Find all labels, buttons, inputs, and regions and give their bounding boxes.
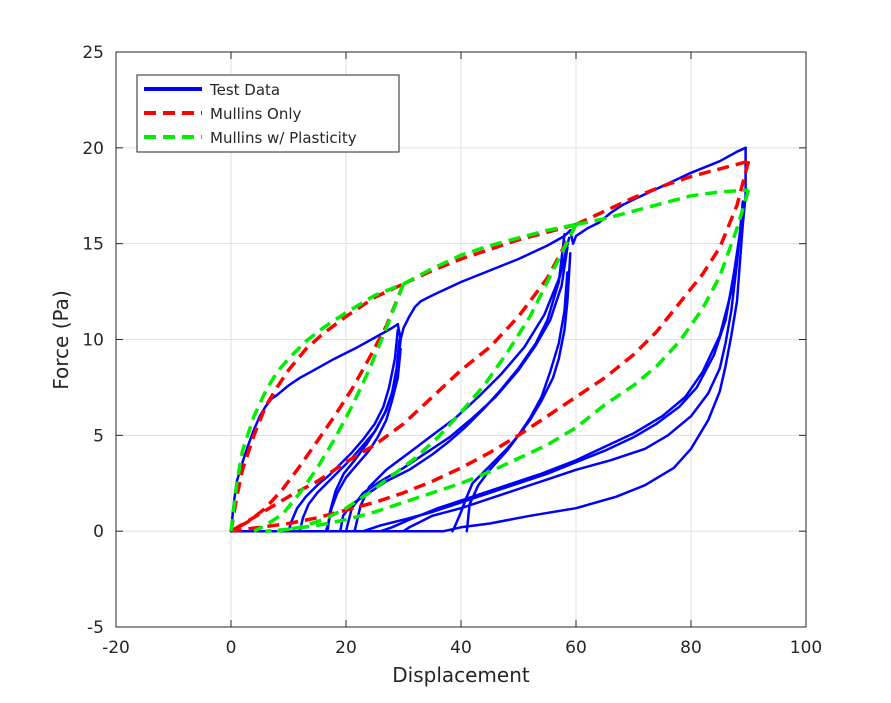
- series-line-mullins-w-plasticity: [276, 223, 578, 533]
- legend-label-mullins-plasticity: Mullins w/ Plasticity: [210, 129, 357, 147]
- series-line-mullins-only: [230, 223, 578, 533]
- series-line-test-data: [287, 328, 400, 533]
- x-axis-title: Displacement: [392, 663, 530, 687]
- tick-marks: [115, 51, 807, 628]
- series-line-test-data: [396, 229, 572, 341]
- y-axis-title: Force (Pa): [49, 290, 73, 390]
- series-line-mullins-only: [230, 160, 751, 533]
- x-tick-label: 0: [226, 638, 237, 658]
- series-line-mullins-w-plasticity: [402, 222, 577, 286]
- y-tick-label: 25: [82, 43, 104, 63]
- x-tick-label: 60: [565, 638, 587, 658]
- y-tick-label: 15: [82, 235, 104, 255]
- series-line-mullins-only: [229, 282, 405, 532]
- series-mullins-w-plasticity: [229, 188, 751, 533]
- series-line-mullins-only: [402, 222, 577, 286]
- x-tick-label: 20: [335, 638, 357, 658]
- y-tick-label: 20: [82, 139, 104, 159]
- y-tick-label: 5: [93, 426, 104, 446]
- series-line-test-data: [569, 146, 747, 245]
- series-line-mullins-w-plasticity: [265, 189, 751, 533]
- series-line-mullins-w-plasticity: [253, 283, 406, 533]
- series-mullins-only: [229, 159, 751, 533]
- x-tick-label: 100: [790, 638, 822, 658]
- x-tick-label: -20: [102, 638, 130, 658]
- series-line-test-data: [362, 213, 745, 533]
- series-test-data: [229, 146, 747, 533]
- series-line-test-data: [379, 232, 742, 533]
- series-line-test-data: [326, 332, 403, 533]
- legend-label-test-data: Test Data: [209, 81, 280, 99]
- series-line-test-data: [465, 271, 569, 533]
- y-tick-label: 10: [82, 331, 104, 351]
- legend: Test Data Mullins Only Mullins w/ Plasti…: [136, 74, 400, 153]
- y-tick-label: -5: [87, 618, 104, 638]
- legend-label-mullins-only: Mullins Only: [210, 105, 302, 123]
- series-line-mullins-only: [230, 283, 406, 533]
- plot-lines: [229, 146, 751, 533]
- series-line-test-data: [344, 246, 569, 533]
- y-tick-label: 0: [93, 522, 104, 542]
- x-tick-label: 80: [680, 638, 702, 658]
- series-line-test-data: [344, 146, 747, 533]
- series-line-mullins-w-plasticity: [229, 282, 405, 532]
- tick-labels: -20 0 20 40 60 80 100 -5 0 5 10 15 20 25: [82, 43, 822, 658]
- x-tick-label: 40: [450, 638, 472, 658]
- series-line-test-data: [402, 200, 745, 533]
- series-line-mullins-w-plasticity: [575, 188, 749, 227]
- series-line-mullins-only: [575, 159, 749, 227]
